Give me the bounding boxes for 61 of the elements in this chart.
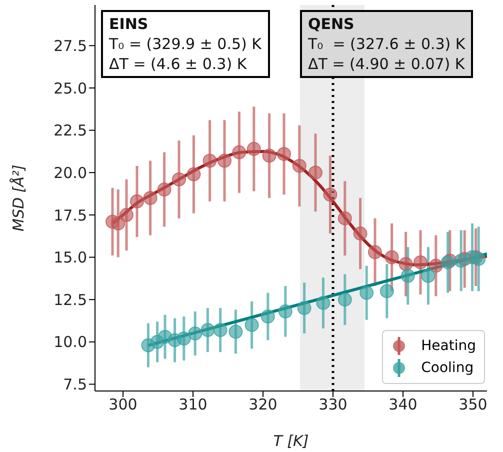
point <box>277 146 291 161</box>
legend-label: Heating <box>421 337 476 356</box>
point <box>338 211 352 226</box>
point <box>454 254 468 268</box>
point <box>338 292 352 307</box>
y-tick-label: 15.0 <box>54 248 87 267</box>
point <box>278 304 292 318</box>
point <box>218 154 232 168</box>
y-tick-label: 7.5 <box>63 376 87 394</box>
point <box>260 310 275 324</box>
point <box>400 268 415 283</box>
y-tick-label: 22.5 <box>54 122 87 140</box>
y-tick-label: 27.5 <box>54 36 87 55</box>
x-tick-label: 350 <box>458 396 488 414</box>
point <box>228 324 243 339</box>
x-tick-label: 310 <box>178 396 208 414</box>
point <box>297 301 312 316</box>
point <box>398 257 413 272</box>
point <box>380 284 394 298</box>
point <box>232 145 246 160</box>
annotation: QENS T₀ = (327.6 ± 0.3) K ΔT = (4.90 ± 0.07) K <box>308 14 466 74</box>
point <box>308 166 322 180</box>
point <box>172 172 186 186</box>
point <box>186 167 201 182</box>
point <box>120 208 134 222</box>
y-tick-label: 12.5 <box>54 290 87 309</box>
point <box>111 216 126 230</box>
point <box>360 286 374 300</box>
point <box>262 148 276 163</box>
x-tick-label: 300 <box>108 396 138 414</box>
point <box>213 323 228 338</box>
point <box>200 323 215 338</box>
y-axis-title: MSD [Å²] <box>9 164 28 232</box>
point <box>157 182 172 197</box>
point <box>244 318 259 332</box>
point <box>421 268 436 283</box>
y-tick-label: 10.0 <box>54 333 87 352</box>
point <box>130 194 144 208</box>
point <box>368 245 382 260</box>
annotation: EINS T₀ = (329.9 ± 0.5) K ΔT = (4.6 ± 0.3) K <box>109 14 262 74</box>
x-tick-label: 330 <box>318 396 348 414</box>
point <box>472 252 486 266</box>
point <box>188 326 202 340</box>
legend-label: Cooling <box>421 359 474 378</box>
point <box>384 250 399 264</box>
point <box>202 154 217 168</box>
point <box>316 296 330 310</box>
y-tick-label: 17.5 <box>54 206 87 224</box>
point <box>143 191 158 205</box>
point <box>323 188 338 202</box>
x-tick-label: 340 <box>388 396 418 414</box>
x-tick-label: 320 <box>248 396 278 414</box>
point <box>353 226 368 241</box>
point <box>176 332 191 346</box>
x-axis-title: T [K] <box>273 432 309 450</box>
point <box>428 258 443 273</box>
y-tick-label: 20.0 <box>54 164 87 182</box>
point <box>414 255 428 270</box>
point <box>292 158 306 173</box>
y-tick-label: 25.0 <box>54 79 87 98</box>
point <box>246 142 261 156</box>
